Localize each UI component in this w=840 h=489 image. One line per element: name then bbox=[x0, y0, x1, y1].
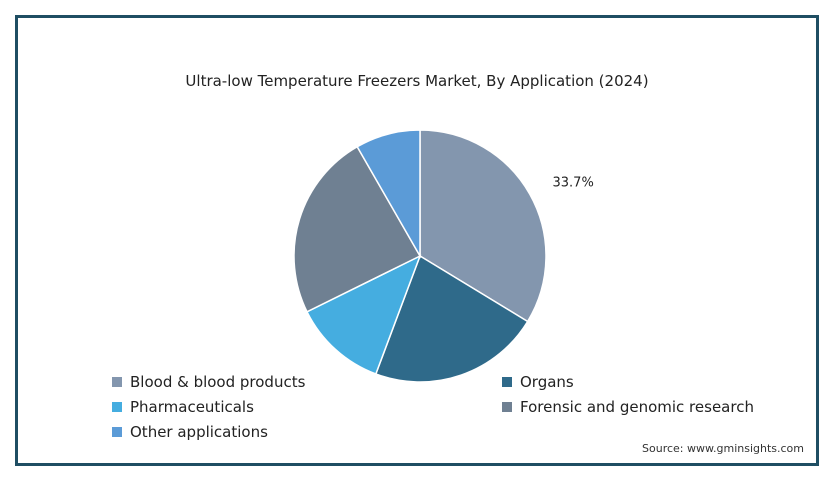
pie-slice-organs bbox=[374, 254, 529, 383]
pie-slice-blood-blood-products bbox=[419, 129, 547, 323]
legend-swatch-forensic bbox=[502, 402, 512, 412]
pie-slice-other-applications bbox=[356, 129, 421, 259]
legend-label-other: Other applications bbox=[130, 423, 268, 441]
chart-legend: Blood & blood products Organs Pharmaceut… bbox=[106, 370, 766, 450]
legend-label-pharmaceuticals: Pharmaceuticals bbox=[130, 398, 254, 416]
legend-label-organs: Organs bbox=[520, 373, 574, 391]
legend-item-pharmaceuticals: Pharmaceuticals bbox=[112, 398, 254, 416]
legend-swatch-organs bbox=[502, 377, 512, 387]
legend-label-forensic: Forensic and genomic research bbox=[520, 398, 754, 416]
legend-swatch-other bbox=[112, 427, 122, 437]
legend-label-blood: Blood & blood products bbox=[130, 373, 306, 391]
chart-frame: Ultra-low Temperature Freezers Market, B… bbox=[15, 15, 819, 466]
pie-chart: 33.7% bbox=[293, 129, 594, 383]
legend-swatch-blood bbox=[112, 377, 122, 387]
legend-swatch-pharmaceuticals bbox=[112, 402, 122, 412]
legend-item-blood: Blood & blood products bbox=[112, 373, 305, 391]
pie-slice-pharmaceuticals bbox=[306, 254, 422, 375]
legend-item-other: Other applications bbox=[112, 423, 268, 441]
pie-slice-forensic-and-genomic-research bbox=[293, 145, 422, 313]
slice-data-label: 33.7% bbox=[553, 176, 594, 191]
chart-title: Ultra-low Temperature Freezers Market, B… bbox=[185, 72, 649, 90]
legend-item-organs: Organs bbox=[502, 373, 574, 391]
legend-item-forensic: Forensic and genomic research bbox=[502, 398, 754, 416]
source-note: Source: www.gminsights.com bbox=[642, 442, 804, 455]
